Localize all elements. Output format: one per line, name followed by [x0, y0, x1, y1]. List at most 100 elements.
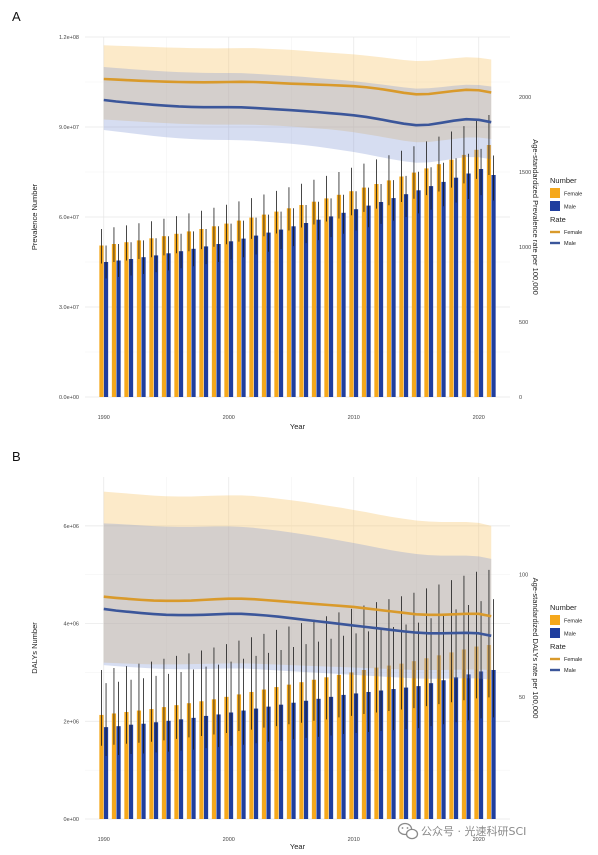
bar-male: [178, 251, 184, 397]
x-axis-title: Year: [290, 842, 306, 851]
bar-female: [261, 214, 267, 397]
rate-line-male: [103, 98, 492, 127]
y-tick-label: 2e+06: [64, 719, 79, 725]
bar-male: [128, 724, 134, 819]
bar-female: [299, 205, 304, 397]
bar-male: [278, 704, 284, 819]
bar-female: [374, 667, 379, 819]
bar-male: [416, 190, 421, 397]
panel-letter: A: [12, 9, 21, 24]
bar-female: [149, 238, 154, 397]
bar-female: [174, 233, 179, 397]
bar-female: [311, 201, 317, 397]
y-tick-label: 0.0e+00: [59, 395, 79, 401]
bar-male: [216, 244, 221, 397]
rate-line-male: [103, 607, 492, 638]
bar-male: [478, 671, 484, 819]
bar-female: [486, 645, 492, 819]
bar-female: [324, 198, 329, 397]
bar-male: [491, 175, 496, 397]
panel-letter: B: [12, 449, 21, 464]
bar-male: [378, 202, 384, 397]
bar-male: [128, 259, 134, 397]
legend-swatch-male: [550, 201, 560, 211]
bar-male: [291, 226, 296, 397]
bar-female: [99, 714, 104, 819]
bar-female: [411, 172, 417, 397]
bar-female: [236, 694, 242, 819]
y2-tick-label: 100: [519, 573, 528, 579]
bar-female: [286, 684, 292, 819]
bar-male: [316, 698, 321, 819]
rate-line-female: [103, 77, 492, 96]
bar-female: [374, 184, 379, 397]
bar-female: [336, 194, 342, 397]
y2-tick-label: 1000: [519, 245, 531, 251]
bar-male: [153, 255, 159, 397]
x-tick-label: 2020: [473, 837, 485, 843]
bar-female: [111, 713, 117, 819]
bar-female: [186, 703, 192, 819]
bar-male: [353, 209, 359, 397]
legend-swatch-female: [550, 188, 560, 198]
bar-male: [303, 223, 309, 397]
bar-male: [366, 691, 371, 819]
bar-female: [449, 159, 454, 397]
y-axis-title: Prevalence Number: [30, 183, 39, 250]
legend-rate-title: Rate: [550, 642, 566, 651]
bar-male: [141, 723, 146, 819]
bar-female: [249, 217, 254, 397]
bar-female: [136, 240, 142, 397]
bar-male: [316, 219, 321, 397]
bar-female: [311, 679, 317, 819]
legend-label: Female: [564, 192, 582, 198]
bar-male: [466, 674, 471, 819]
y-tick-label: 4e+06: [64, 622, 79, 628]
bar-male: [153, 722, 159, 819]
bar-female: [199, 701, 204, 819]
bar-male: [253, 708, 259, 819]
bar-female: [449, 652, 454, 819]
bar-male: [341, 212, 346, 397]
bar-female: [424, 658, 429, 819]
bar-female: [461, 649, 467, 819]
bar-female: [224, 696, 229, 819]
bar-female: [336, 674, 342, 819]
bar-female: [211, 699, 217, 819]
bar-female: [436, 164, 442, 397]
bar-female: [349, 672, 354, 819]
bar-male: [441, 680, 446, 819]
legend-label: Female: [564, 619, 582, 625]
bar-female: [461, 154, 467, 397]
x-tick-label: 1990: [98, 837, 110, 843]
bar-female: [161, 236, 167, 397]
bar-male: [266, 706, 271, 819]
bar-male: [466, 173, 471, 397]
y-tick-label: 9.0e+07: [59, 125, 79, 131]
bar-male: [228, 241, 234, 397]
y-tick-label: 1.2e+08: [59, 35, 79, 41]
bar-male: [116, 726, 121, 819]
bar-female: [236, 220, 242, 397]
bar-female: [424, 168, 429, 397]
bar-male: [353, 693, 359, 819]
bar-male: [141, 257, 146, 397]
bar-female: [149, 709, 154, 819]
legend-number-title: Number: [550, 176, 577, 185]
y2-axis-title: Age-standardized DALYs rate per 100,000: [531, 578, 540, 719]
x-tick-label: 1990: [98, 415, 110, 421]
bar-male: [203, 715, 209, 819]
bar-male: [203, 246, 209, 397]
bar-male: [428, 186, 434, 397]
bar-male: [453, 677, 459, 819]
bar-female: [399, 176, 404, 397]
bar-male: [266, 232, 271, 397]
bar-female: [124, 712, 129, 819]
bar-female: [136, 710, 142, 819]
y-tick-label: 6.0e+07: [59, 215, 79, 221]
bar-male: [416, 686, 421, 819]
bar-male: [391, 689, 396, 819]
rate-line-female: [103, 595, 492, 618]
bar-female: [261, 689, 267, 819]
